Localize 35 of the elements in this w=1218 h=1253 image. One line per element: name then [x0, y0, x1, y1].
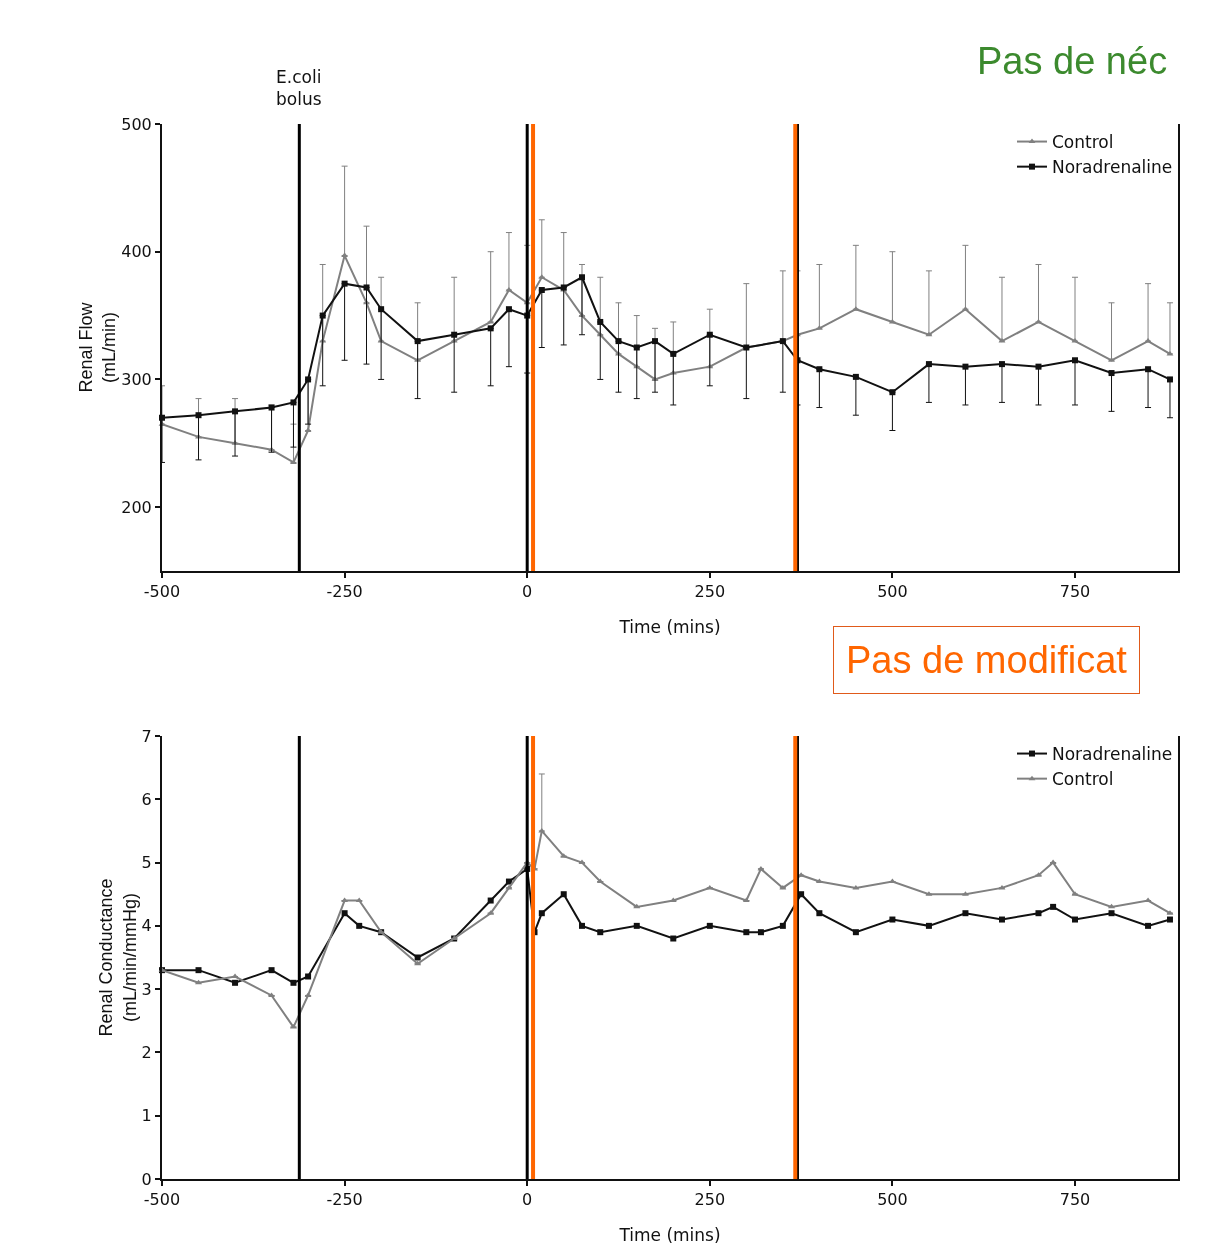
y-tick-label: 500	[121, 114, 152, 134]
y-tick-label: 2	[141, 1043, 152, 1063]
x-tick-label: 750	[1059, 582, 1091, 602]
text: Pas de néc	[977, 40, 1168, 82]
y-axis-title: Renal Flow (mL/min)	[75, 301, 120, 393]
ref-line-label: E.coli bolus	[276, 67, 322, 110]
x-tick-label: 500	[877, 1190, 908, 1210]
text: Pas de modificat	[846, 639, 1128, 681]
x-tick-label: 750	[1059, 1190, 1091, 1210]
y-tick-label: 3	[141, 979, 152, 999]
legend-label: Control	[1052, 132, 1114, 153]
x-tick-label: 0	[522, 1190, 533, 1210]
x-tick-label: -250	[326, 1190, 363, 1210]
x-tick-label: 250	[694, 582, 726, 602]
y-tick-label: 4	[141, 916, 152, 936]
y-tick-label: 200	[121, 497, 152, 517]
x-tick-label: 0	[522, 582, 533, 602]
x-tick-label: -500	[143, 1190, 181, 1210]
x-tick-label: 500	[877, 582, 908, 602]
y-tick-label: 6	[141, 789, 152, 809]
x-axis-title: Time (mins)	[618, 617, 721, 637]
x-tick-label: -250	[326, 582, 363, 602]
y-tick-label: 300	[121, 370, 152, 390]
x-tick-label: -500	[143, 582, 181, 602]
y-tick-label: 400	[121, 242, 152, 262]
legend-label: Control	[1052, 769, 1114, 790]
y-tick-label: 1	[141, 1106, 152, 1126]
y-tick-label: 5	[141, 853, 152, 873]
y-tick-label: 7	[141, 726, 152, 746]
legend-label: Noradrenaline	[1052, 744, 1173, 765]
x-tick-label: 250	[694, 1190, 726, 1210]
y-tick-label: 0	[141, 1169, 152, 1189]
y-axis-title: Renal Conductance (mL/min/mmHg)	[96, 878, 140, 1037]
legend-label: Noradrenaline	[1052, 157, 1173, 178]
x-axis-title: Time (mins)	[618, 1225, 721, 1245]
